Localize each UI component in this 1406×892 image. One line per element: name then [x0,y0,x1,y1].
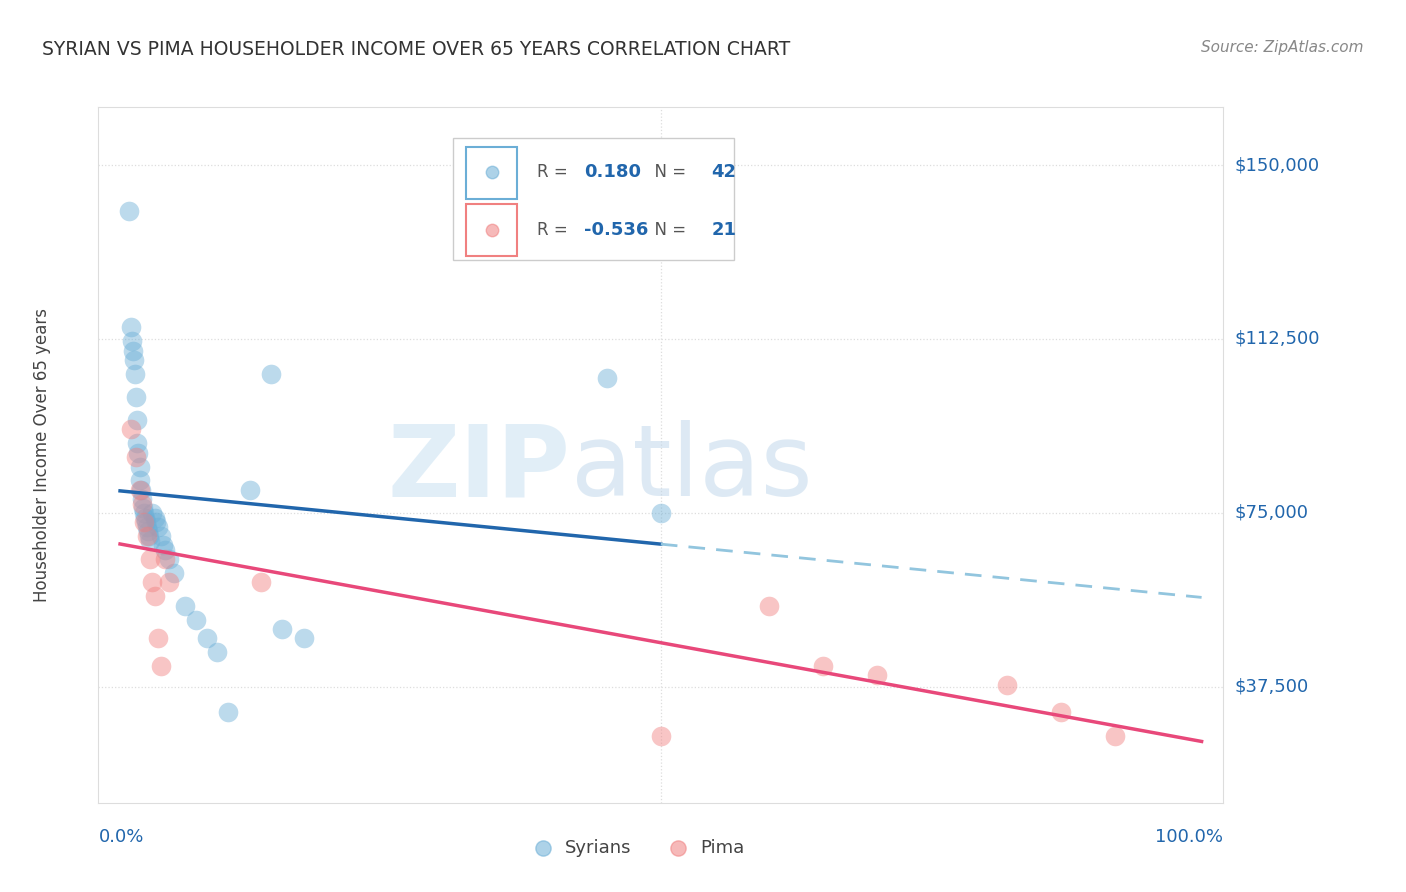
Point [260,367,283,381]
Point [184,613,207,627]
Point [1050,706,1073,720]
Point [146,520,169,534]
FancyBboxPatch shape [453,138,734,260]
Point [650,729,672,743]
Point [132,501,155,516]
Point [136,520,159,534]
Point [207,645,229,659]
Point [143,590,166,604]
Text: Syrians: Syrians [565,839,631,857]
Point [129,483,152,497]
Text: 42: 42 [711,163,737,181]
Point [128,474,150,488]
Point [125,450,148,465]
Point [146,631,169,645]
Point [145,515,167,529]
Text: Pima: Pima [700,839,744,857]
Point [121,334,143,349]
Point [134,510,156,524]
Point [131,491,153,506]
Point [758,599,780,613]
Text: N =: N = [644,163,692,181]
Point [195,631,218,645]
Point [157,552,180,566]
Point [118,204,141,219]
Point [127,413,149,427]
Text: $75,000: $75,000 [1234,504,1309,522]
Text: 0.0%: 0.0% [98,828,143,846]
Point [239,483,262,497]
Point [128,483,150,497]
Text: atlas: atlas [571,420,813,517]
Text: $150,000: $150,000 [1234,156,1319,174]
Point [150,529,173,543]
Point [132,515,155,529]
Point [271,622,294,636]
Point [174,599,197,613]
Text: R =: R = [537,220,574,239]
Point [155,543,177,558]
FancyBboxPatch shape [467,146,517,199]
FancyBboxPatch shape [467,204,517,256]
Point [141,506,163,520]
Point [122,352,145,367]
Point [811,659,834,673]
Point [128,459,150,474]
Point [138,529,160,543]
Point [217,706,239,720]
Point [249,575,271,590]
Point [127,436,149,450]
Point [157,575,180,590]
Text: $37,500: $37,500 [1234,678,1309,696]
Point [141,575,163,590]
Point [139,552,162,566]
Point [995,677,1018,691]
Point [135,515,157,529]
Point [131,497,153,511]
Text: -0.536: -0.536 [585,220,648,239]
Point [125,390,148,404]
Point [152,538,174,552]
Text: Householder Income Over 65 years: Householder Income Over 65 years [34,308,51,602]
Text: Source: ZipAtlas.com: Source: ZipAtlas.com [1201,40,1364,55]
Text: N =: N = [644,220,692,239]
Point [150,659,173,673]
Point [155,552,177,566]
Point [120,422,142,436]
Text: 100.0%: 100.0% [1156,828,1223,846]
Point [866,668,889,682]
Point [122,343,145,358]
Text: 0.180: 0.180 [585,163,641,181]
Point [1104,729,1126,743]
Text: R =: R = [537,163,574,181]
Point [596,371,619,385]
Text: SYRIAN VS PIMA HOUSEHOLDER INCOME OVER 65 YEARS CORRELATION CHART: SYRIAN VS PIMA HOUSEHOLDER INCOME OVER 6… [42,40,790,59]
Point [143,510,166,524]
Point [163,566,186,581]
Text: $112,500: $112,500 [1234,330,1320,348]
Point [139,533,162,548]
Point [292,631,315,645]
Text: ZIP: ZIP [388,420,571,517]
Point [650,506,672,520]
Text: 21: 21 [711,220,737,239]
Point [132,506,155,520]
Point [136,529,159,543]
Point [136,524,159,539]
Point [120,320,142,334]
Point [124,367,146,381]
Point [127,445,149,459]
